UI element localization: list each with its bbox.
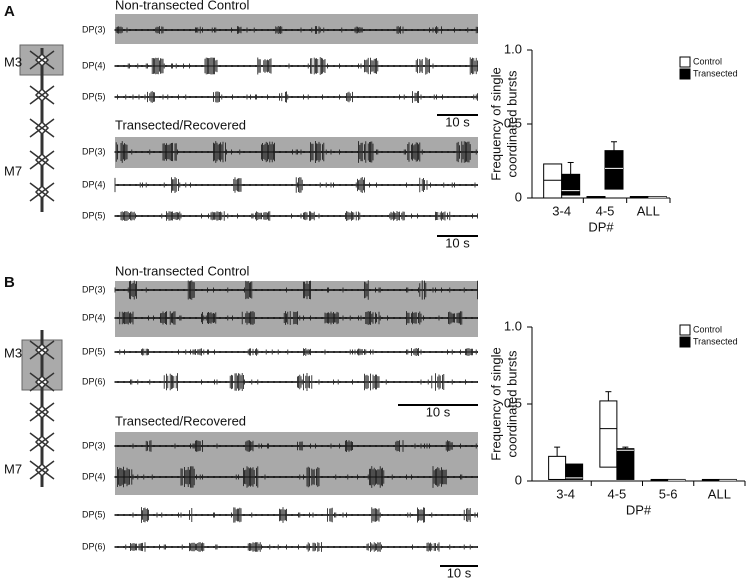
x-tick-label: 3-4 xyxy=(556,486,575,501)
box xyxy=(548,455,567,480)
panel-letter: B xyxy=(4,274,15,291)
segment-label: M7 xyxy=(4,163,22,178)
section-title: Transected/Recovered xyxy=(115,413,246,428)
ganglion xyxy=(29,402,55,422)
legend-label: Transected xyxy=(693,68,738,78)
ganglion xyxy=(29,85,55,105)
legend-swatch xyxy=(679,336,691,348)
segment-label: M3 xyxy=(4,54,22,69)
x-axis-label: DP# xyxy=(588,219,614,234)
section-title: Non-transected Control xyxy=(115,0,250,12)
channel-label: DP(3) xyxy=(82,146,106,156)
segment-label: M7 xyxy=(4,461,22,476)
x-tick-label: 4-5 xyxy=(607,486,626,501)
channel-label: DP(3) xyxy=(82,284,106,294)
scale-label: 10 s xyxy=(445,235,470,250)
channel-label: DP(4) xyxy=(82,312,106,322)
legend-label: Transected xyxy=(693,336,738,346)
y-axis-label: Frequency of single xyxy=(488,347,503,460)
legend-label: Control xyxy=(693,324,722,334)
channel-label: DP(5) xyxy=(82,210,106,220)
y-tick-label: 1.0 xyxy=(504,41,522,56)
ganglion xyxy=(29,372,55,392)
y-axis-label: coordinated bursts xyxy=(504,70,519,177)
channel-label: DP(3) xyxy=(82,440,106,450)
channel-label: DP(5) xyxy=(82,91,106,101)
legend-swatch xyxy=(679,56,691,68)
channel-label: DP(6) xyxy=(82,541,106,551)
y-axis-label: Frequency of single xyxy=(488,67,503,180)
channel-label: DP(5) xyxy=(82,509,106,519)
x-tick-label: 5-6 xyxy=(659,486,678,501)
legend-swatch xyxy=(679,324,691,336)
y-tick-label: 0 xyxy=(515,472,522,487)
x-tick-label: ALL xyxy=(708,486,731,501)
scale-label: 10 s xyxy=(445,114,470,129)
ganglion xyxy=(29,182,55,202)
ganglion xyxy=(29,150,55,170)
y-tick-label: 0.5 xyxy=(504,395,522,410)
channel-label: DP(6) xyxy=(82,376,106,386)
scale-label: 10 s xyxy=(426,404,451,419)
ganglion xyxy=(29,50,55,70)
channel-label: DP(5) xyxy=(82,346,106,356)
segment-label: M3 xyxy=(4,345,22,360)
ganglion xyxy=(29,118,55,138)
legend-swatch xyxy=(679,68,691,80)
channel-label: DP(4) xyxy=(82,179,106,189)
x-tick-label: 3-4 xyxy=(552,203,571,218)
channel-label: DP(4) xyxy=(82,471,106,481)
box xyxy=(561,173,581,196)
x-tick-label: ALL xyxy=(637,203,660,218)
box xyxy=(543,163,563,199)
y-tick-label: 0 xyxy=(515,189,522,204)
y-tick-label: 0.5 xyxy=(504,115,522,130)
section-title: Transected/Recovered xyxy=(115,117,246,132)
box xyxy=(604,150,624,190)
y-axis-label: coordinated bursts xyxy=(504,350,519,457)
scale-label: 10 s xyxy=(447,565,472,580)
box xyxy=(616,448,635,480)
ganglion xyxy=(29,460,55,480)
panel-letter: A xyxy=(4,3,15,20)
channel-label: DP(3) xyxy=(82,24,106,34)
ganglion xyxy=(29,340,55,360)
x-axis-label: DP# xyxy=(626,502,652,517)
section-title: Non-transected Control xyxy=(115,263,250,278)
channel-label: DP(4) xyxy=(82,60,106,70)
legend-label: Control xyxy=(693,56,722,66)
gray-background xyxy=(115,432,478,495)
ganglion xyxy=(29,432,55,452)
x-tick-label: 4-5 xyxy=(596,203,615,218)
y-tick-label: 1.0 xyxy=(504,318,522,333)
box xyxy=(599,400,618,468)
box xyxy=(565,463,584,480)
